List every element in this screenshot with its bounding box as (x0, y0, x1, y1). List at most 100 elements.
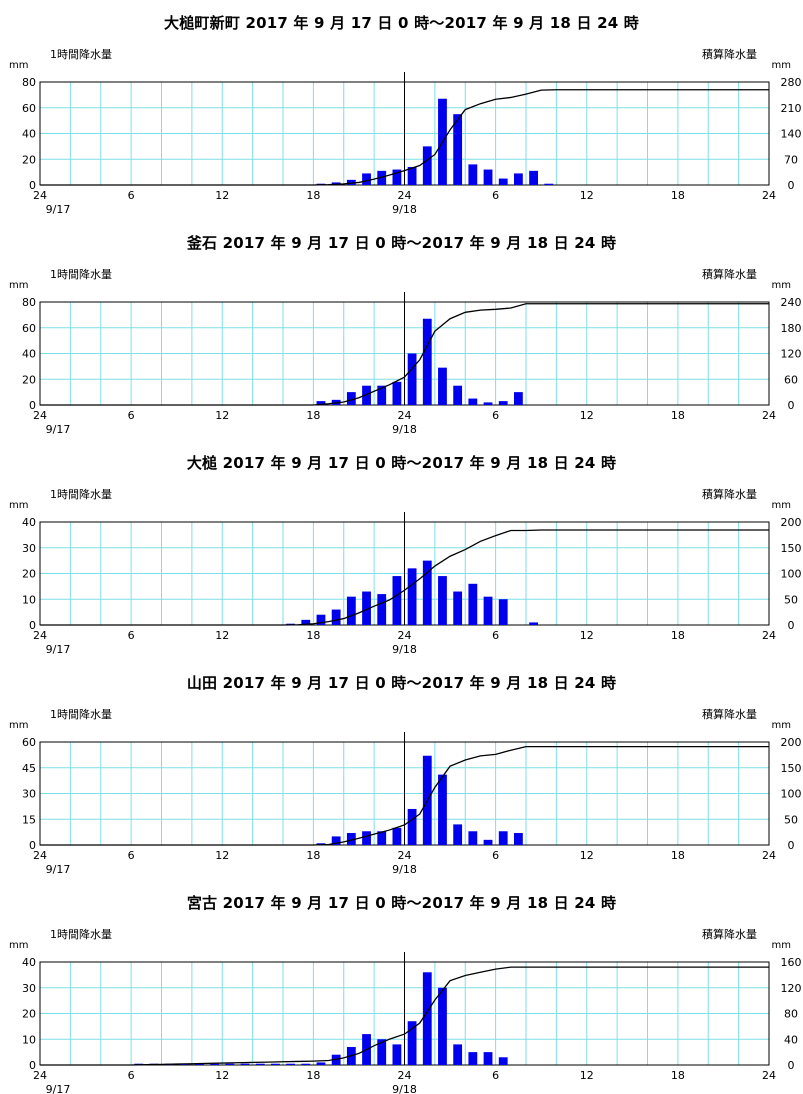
precip-bar (438, 774, 447, 845)
chart-panel-1: 釜石 2017 年 9 月 17 日 0 時～2017 年 9 月 18 日 2… (0, 218, 803, 436)
precip-bar (468, 1052, 478, 1065)
precip-bar (468, 831, 478, 845)
left-unit-label: mm (9, 940, 29, 951)
precip-bar (422, 146, 432, 185)
chart-title: 釜石 2017 年 9 月 17 日 0 時～2017 年 9 月 18 日 2… (186, 234, 617, 252)
y2-tick-label: 240 (781, 296, 802, 309)
x-tick-label: 12 (580, 189, 594, 202)
y-tick-label: 20 (22, 153, 36, 166)
y-tick-label: 0 (29, 179, 36, 192)
y-tick-label: 80 (22, 296, 36, 309)
precip-bar (438, 576, 447, 625)
right-unit-label: mm (771, 500, 791, 511)
x-tick-label: 18 (671, 849, 685, 862)
precip-bar (346, 179, 356, 185)
x-tick-label: 24 (762, 629, 776, 642)
y-tick-label: 80 (22, 76, 36, 89)
x-tick-label: 12 (580, 409, 594, 422)
y2-tick-label: 120 (781, 348, 802, 361)
precip-bar (392, 827, 402, 845)
date-label: 9/18 (392, 643, 417, 656)
x-tick-label: 6 (492, 629, 499, 642)
precip-bar (407, 353, 417, 405)
x-tick-label: 24 (398, 849, 412, 862)
x-tick-label: 18 (306, 1069, 320, 1082)
right-axis-label: 積算降水量 (702, 488, 757, 501)
precip-bar (362, 831, 371, 845)
precip-bar (422, 318, 432, 405)
chart-panel-4: 宮古 2017 年 9 月 17 日 0 時～2017 年 9 月 18 日 2… (0, 872, 803, 1094)
precip-bar (483, 839, 493, 845)
x-tick-label: 24 (33, 409, 47, 422)
precip-bar (498, 401, 508, 405)
y2-tick-label: 100 (781, 788, 802, 801)
x-tick-label: 24 (398, 1069, 412, 1082)
precip-bar (377, 594, 387, 625)
date-label: 9/18 (392, 423, 417, 436)
precip-bar (392, 1044, 402, 1065)
precip-bar (225, 1063, 235, 1065)
chart-title: 大槌町新町 2017 年 9 月 17 日 0 時～2017 年 9 月 18 … (164, 14, 639, 32)
precip-bar (346, 596, 356, 625)
precip-bar (316, 614, 326, 625)
precip-bar (195, 1063, 204, 1065)
right-unit-label: mm (771, 280, 791, 291)
left-axis-label: 1時間降水量 (50, 48, 112, 61)
precip-bar (483, 169, 493, 185)
x-tick-label: 24 (762, 189, 776, 202)
date-label: 9/18 (392, 203, 417, 216)
y2-tick-label: 140 (781, 128, 802, 141)
precip-bar (422, 560, 432, 625)
y-tick-label: 0 (29, 619, 36, 632)
y2-tick-label: 280 (781, 76, 802, 89)
x-tick-label: 18 (306, 189, 320, 202)
y2-tick-label: 210 (781, 102, 802, 115)
precip-bar (498, 1057, 508, 1065)
y-tick-label: 20 (22, 568, 36, 581)
precip-bar (407, 1021, 417, 1065)
precip-bar (438, 367, 447, 405)
precip-bar (453, 385, 463, 405)
precip-bar (453, 1044, 463, 1065)
y2-tick-label: 50 (784, 813, 798, 826)
cumulative-line (40, 529, 769, 626)
precip-bar (468, 164, 478, 185)
x-tick-label: 12 (215, 849, 229, 862)
x-tick-label: 6 (128, 1069, 135, 1082)
precip-bar (377, 1039, 387, 1065)
y-tick-label: 10 (22, 1033, 36, 1046)
precip-bar (392, 381, 402, 405)
precip-bar (483, 402, 493, 405)
y2-tick-label: 100 (781, 568, 802, 581)
precip-bar (362, 385, 371, 405)
precip-bar (498, 599, 508, 625)
x-tick-label: 12 (580, 849, 594, 862)
precip-bar (498, 178, 508, 185)
precip-bar (468, 583, 478, 625)
y2-tick-label: 40 (784, 1033, 798, 1046)
precip-bar (453, 114, 463, 185)
y2-tick-label: 0 (788, 619, 795, 632)
left-axis-label: 1時間降水量 (50, 268, 112, 281)
x-tick-label: 24 (33, 849, 47, 862)
x-tick-label: 24 (762, 409, 776, 422)
x-tick-label: 24 (398, 189, 412, 202)
precip-bar (529, 170, 538, 185)
chart-panel-0: 大槌町新町 2017 年 9 月 17 日 0 時～2017 年 9 月 18 … (0, 0, 803, 218)
precip-bar (362, 591, 371, 625)
precip-bar (240, 1063, 250, 1065)
y-tick-label: 0 (29, 839, 36, 852)
precip-bar (286, 1063, 295, 1065)
precip-bar (255, 1063, 265, 1065)
x-tick-label: 6 (492, 409, 499, 422)
y2-tick-label: 70 (784, 153, 798, 166)
y-tick-label: 20 (22, 373, 36, 386)
cumulative-line (40, 303, 769, 406)
precip-bar (422, 972, 432, 1065)
y-tick-label: 20 (22, 1008, 36, 1021)
y-tick-label: 40 (22, 348, 36, 361)
x-tick-label: 24 (33, 629, 47, 642)
